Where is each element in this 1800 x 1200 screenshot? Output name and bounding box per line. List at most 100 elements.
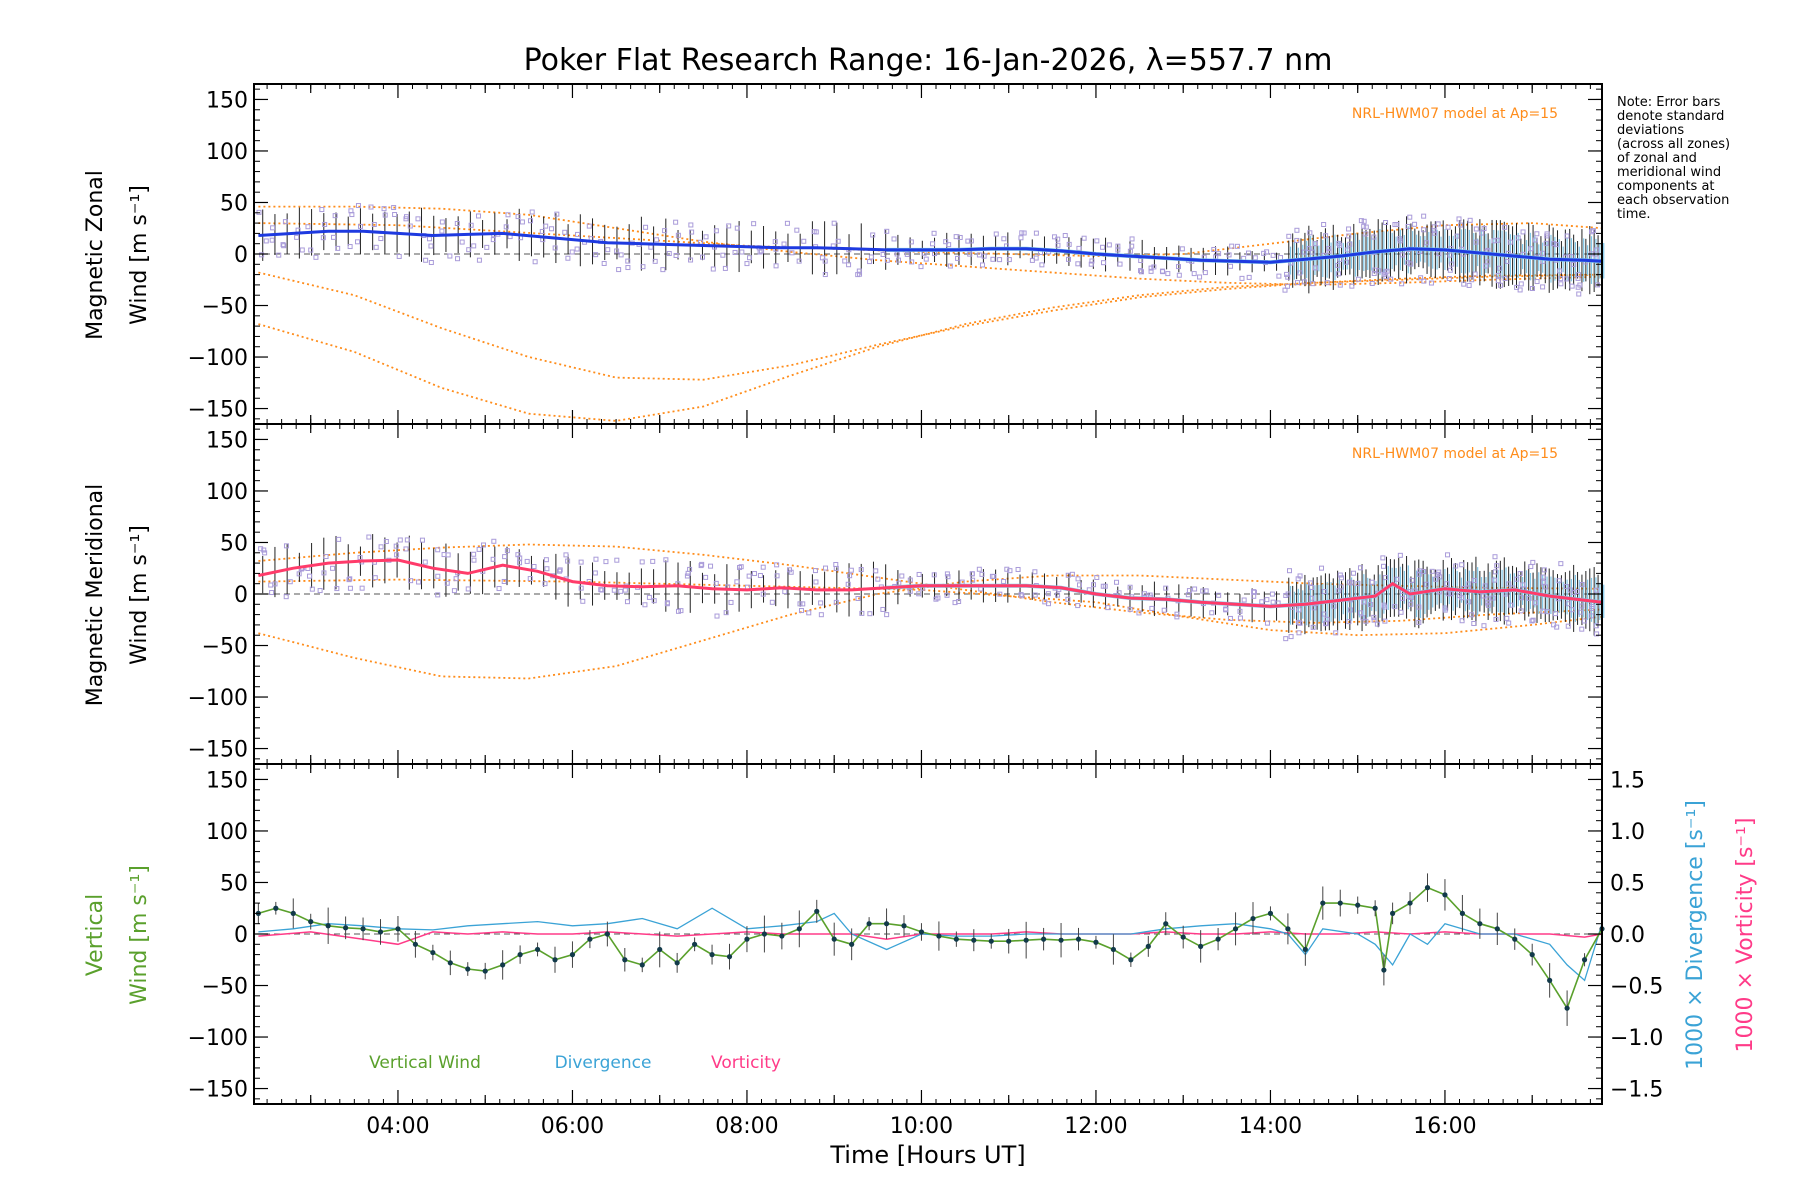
zonal-scatter-point: [1557, 268, 1563, 274]
meridional-scatter-point: [1203, 588, 1209, 594]
meridional-scatter-point: [1526, 595, 1532, 601]
zonal-scatter-point: [1532, 237, 1538, 243]
meridional-scatter-point: [1127, 606, 1133, 612]
zonal-scatter-point: [1358, 218, 1364, 224]
meridional-scatter-point: [1094, 574, 1100, 580]
zonal-scatter-point: [739, 249, 745, 255]
vertical-wind-point: [761, 931, 768, 937]
zonal-scatter-point: [1151, 264, 1157, 270]
zonal-scatter-point: [1575, 275, 1581, 281]
zonal-scatter-point: [1018, 235, 1024, 241]
vertical-wind-point: [1494, 926, 1500, 932]
zonal-scatter-point: [758, 248, 764, 254]
meridional-scatter-point: [1444, 581, 1450, 587]
meridional-wind-panel: 150 100 50 0 −50 −100 −150: [188, 423, 1605, 765]
zonal-scatter-point: [601, 260, 607, 266]
meridional-scatter-point: [1333, 630, 1339, 636]
zonal-scatter-point: [710, 266, 716, 272]
zonal-scatter-point: [734, 225, 740, 231]
meridional-scatter-point: [1506, 581, 1512, 587]
vertical-wind-point: [552, 957, 558, 963]
meridional-scatter-point: [1492, 554, 1498, 560]
zonal-scatter-point: [1324, 280, 1330, 286]
zonal-scatter-point: [648, 244, 654, 250]
meridional-scatter-point: [524, 558, 530, 564]
zonal-scatter-point: [529, 209, 535, 215]
meridional-scatter-point: [833, 561, 839, 567]
meridional-scatter-point: [812, 568, 818, 574]
zonal-scatter-point: [476, 213, 482, 219]
zonal-scatter-point: [1383, 220, 1389, 226]
zonal-scatter-point: [1286, 233, 1292, 239]
vertical-wind-point: [1320, 900, 1326, 906]
meridional-scatter-point: [1482, 583, 1488, 589]
meridional-scatter-point: [1545, 609, 1551, 615]
zonal-scatter-point: [1507, 239, 1513, 245]
meridional-y-tick-label: 100: [206, 480, 248, 505]
meridional-scatter-point: [1485, 600, 1491, 606]
meridional-scatter-point: [618, 588, 624, 594]
vertical-wind-point: [831, 936, 837, 942]
zonal-scatter-point: [562, 229, 568, 235]
vertical-wind-point: [569, 952, 576, 958]
note-line: denote standard: [1617, 109, 1725, 124]
meridional-scatter-point: [1018, 592, 1024, 598]
vertical-wind-point: [1285, 926, 1291, 932]
meridional-scatter-point: [1471, 621, 1477, 627]
zonal-scatter-point: [1285, 274, 1291, 280]
meridional-scatter-point: [419, 537, 425, 543]
meridional-scatter-point: [1416, 604, 1422, 610]
meridional-scatter-point: [347, 585, 353, 591]
meridional-scatter-point: [757, 572, 763, 578]
zonal-scatter-point: [640, 264, 646, 270]
zonal-scatter-point: [263, 238, 269, 244]
zonal-scatter-point: [1228, 263, 1234, 269]
zonal-scatter-point: [1089, 258, 1095, 264]
zonal-scatter-point: [1491, 238, 1497, 244]
zonal-scatter-point: [1175, 264, 1181, 270]
meridional-scatter-point: [422, 559, 428, 565]
zonal-model-curve-1: [258, 273, 1603, 422]
zonal-scatter-point: [673, 219, 679, 225]
meridional-scatter-point: [543, 557, 549, 563]
zonal-scatter-point: [1165, 271, 1171, 277]
meridional-scatter-point: [1480, 593, 1486, 599]
zonal-scatter-point: [909, 259, 915, 265]
zonal-scatter-point: [1497, 282, 1503, 288]
meridional-scatter-point: [1069, 571, 1075, 577]
meridional-scatter-point: [1283, 636, 1289, 642]
zonal-scatter-point: [1001, 236, 1007, 242]
meridional-scatter-point: [823, 565, 829, 571]
note-line: meridional wind: [1617, 165, 1722, 180]
meridional-scatter-point: [614, 557, 620, 563]
zonal-scatter-point: [1543, 240, 1549, 246]
zonal-scatter-point: [654, 237, 660, 243]
meridional-scatter-point: [760, 564, 766, 570]
zonal-scatter-point: [662, 228, 668, 234]
zonal-scatter-point: [335, 245, 341, 251]
meridional-scatter-point: [1589, 605, 1595, 611]
zonal-scatter-point: [1197, 274, 1203, 280]
zonal-scatter-point: [554, 211, 560, 217]
meridional-scatter-point: [578, 559, 584, 565]
zonal-scatter-point: [1115, 243, 1121, 249]
meridional-scatter-point: [321, 570, 327, 576]
meridional-scatter-point: [334, 586, 340, 592]
zonal-scatter-point: [801, 238, 807, 244]
meridional-scatter-point: [603, 559, 609, 565]
meridional-scatter-point: [465, 586, 471, 592]
zonal-scatter-point: [1479, 230, 1485, 236]
meridional-scatter-point: [444, 580, 450, 586]
meridional-scatter-point: [1045, 591, 1051, 597]
zonal-scatter-point: [1399, 252, 1405, 258]
vertical-wind-point: [517, 952, 523, 958]
zonal-scatter-point: [1062, 233, 1068, 239]
zonal-scatter-point: [543, 223, 549, 229]
zonal-scatter-point: [552, 245, 558, 251]
zonal-scatter-point: [1211, 246, 1217, 252]
zonal-scatter-point: [796, 258, 802, 264]
vertical-wind-point: [500, 962, 506, 968]
vertical-wind-point: [866, 921, 872, 927]
meridional-scatter-point: [1588, 613, 1594, 619]
vertical-wind-point: [779, 933, 785, 939]
